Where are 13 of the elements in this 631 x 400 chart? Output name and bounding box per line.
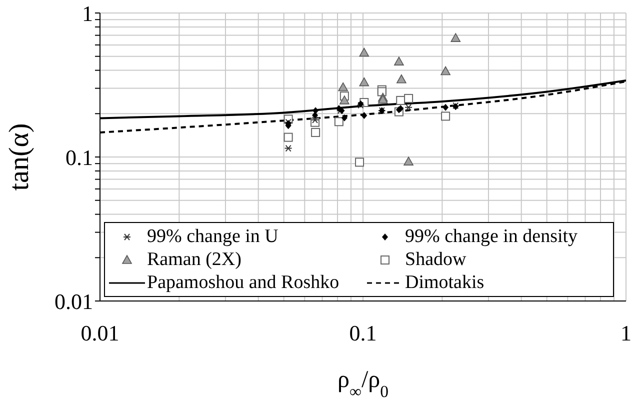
legend-label: Papamoshou and Roshko xyxy=(147,271,340,294)
legend-label: 99% change in density xyxy=(405,225,578,248)
x-tick-label: 1 xyxy=(620,320,631,346)
legend-label: Dimotakis xyxy=(405,271,484,294)
x-axis-title: ρ$_{∞}$/ρ$_{0}$ xyxy=(338,367,388,400)
legend-label: Shadow xyxy=(405,248,466,271)
x-tick-label: 0.1 xyxy=(349,320,377,346)
y-tick-label: 0.1 xyxy=(66,144,93,170)
legend-label: 99% change in U xyxy=(147,225,278,248)
y-tick-label: 1 xyxy=(82,0,93,26)
y-tick-label: 0.01 xyxy=(54,288,93,314)
y-axis-title: tan(α) xyxy=(4,123,35,191)
legend-label: Raman (2X) xyxy=(147,248,242,271)
